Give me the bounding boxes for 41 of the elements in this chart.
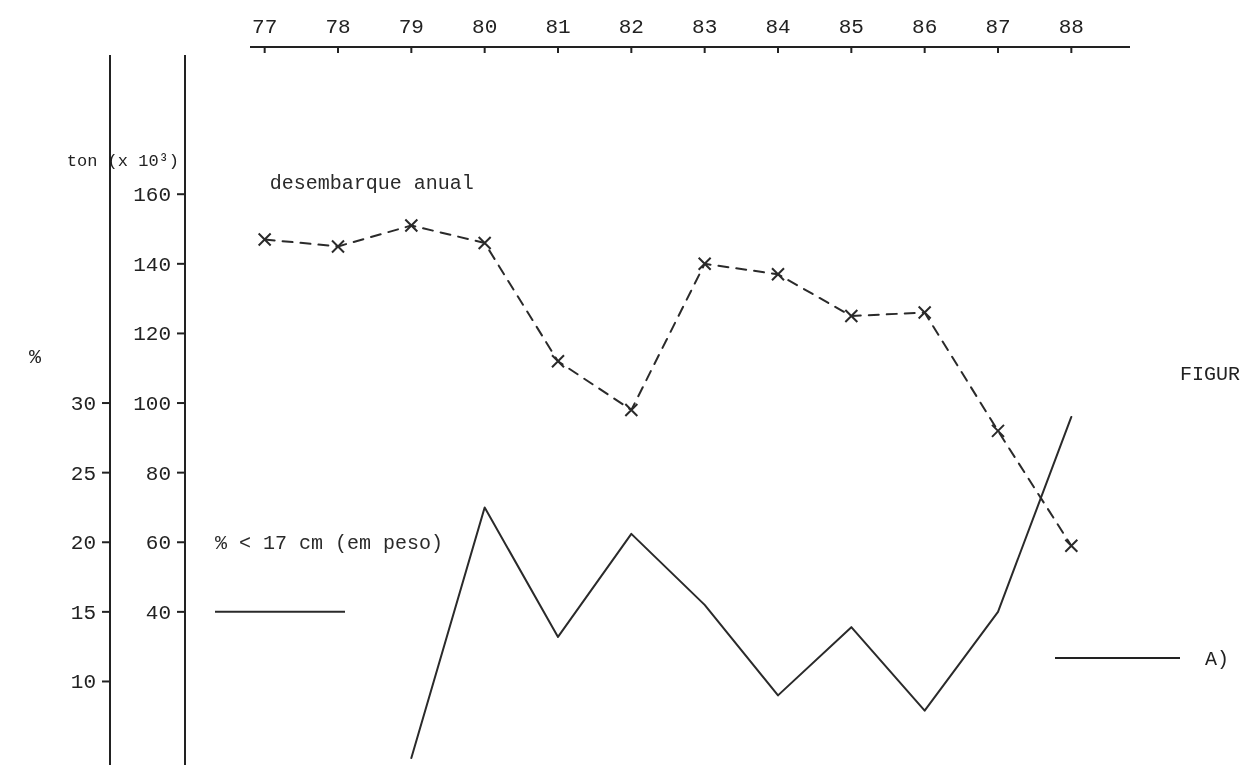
point bbox=[991, 423, 1005, 438]
x-tick-label: 80 bbox=[472, 16, 498, 39]
point bbox=[771, 267, 785, 282]
point bbox=[551, 354, 565, 369]
y-tick-label: 140 bbox=[133, 253, 171, 277]
point bbox=[697, 256, 712, 271]
x-tick-label: 82 bbox=[618, 16, 644, 39]
series-label: desembarque anual bbox=[269, 172, 474, 196]
point bbox=[917, 305, 932, 320]
point bbox=[331, 239, 345, 254]
x-tick-label: 78 bbox=[325, 16, 351, 39]
y-tick-label: 120 bbox=[133, 323, 171, 347]
y-tick-label: 100 bbox=[133, 393, 171, 417]
y-tick-label: 80 bbox=[145, 462, 171, 486]
y2-tick-label: 20 bbox=[70, 532, 96, 556]
point bbox=[477, 235, 492, 250]
x-tick-label: 87 bbox=[985, 16, 1011, 39]
x-tick-label: 84 bbox=[765, 16, 791, 39]
y2-tick-label: 15 bbox=[70, 601, 96, 625]
x-tick-label: 88 bbox=[1058, 16, 1084, 39]
point bbox=[844, 309, 859, 324]
y-tick-label: 160 bbox=[133, 184, 171, 208]
x-tick-label: 86 bbox=[912, 16, 938, 39]
point bbox=[257, 232, 272, 247]
y2-tick-label: 25 bbox=[70, 462, 96, 486]
x-tick-label: 83 bbox=[692, 16, 718, 39]
text: A) bbox=[1205, 648, 1230, 671]
point bbox=[624, 403, 639, 417]
x-tick-label: 77 bbox=[252, 16, 278, 39]
x-tick-label: 79 bbox=[398, 16, 424, 39]
x-tick-label: 81 bbox=[545, 16, 571, 39]
y-tick-label: 60 bbox=[145, 532, 171, 556]
y2-tick-label: 10 bbox=[70, 671, 96, 695]
text: FIGUR bbox=[1180, 363, 1241, 386]
x-tick-label: 85 bbox=[838, 16, 864, 39]
point bbox=[1064, 538, 1079, 553]
y2-axis-title: % bbox=[28, 346, 42, 370]
point bbox=[404, 218, 419, 233]
y-tick-label: 40 bbox=[145, 601, 171, 625]
y2-tick-label: 30 bbox=[70, 393, 96, 417]
series-label: % < 17 cm (em peso) bbox=[215, 532, 444, 556]
